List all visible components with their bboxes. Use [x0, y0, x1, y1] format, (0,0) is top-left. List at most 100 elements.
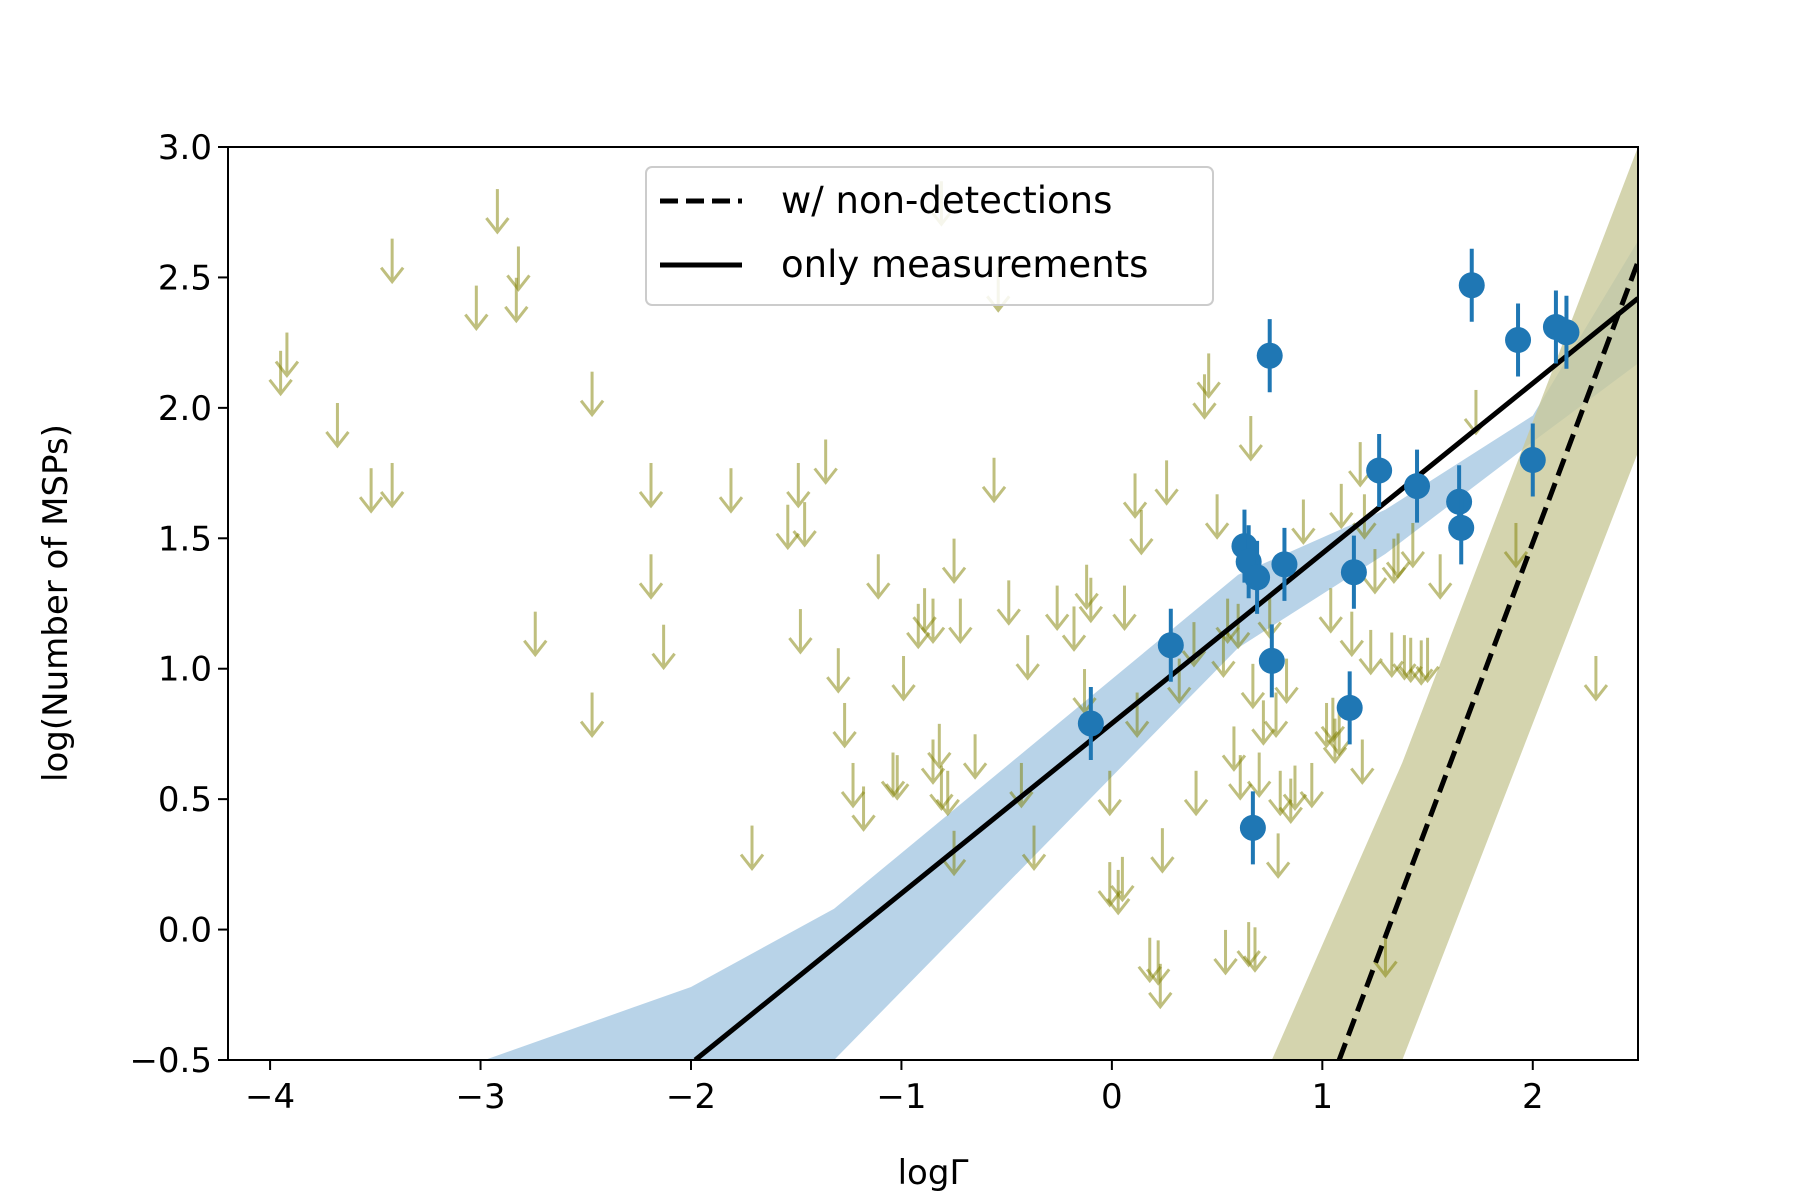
upper-limit-arrow [1078, 577, 1104, 624]
upper-limit-arrow [1213, 929, 1238, 976]
upper-limit-arrow [1021, 825, 1047, 872]
measurement-point [1458, 248, 1485, 322]
upper-limit-arrow [739, 825, 765, 872]
upper-limit-arrow [920, 598, 946, 645]
upper-limit-arrow [274, 332, 300, 378]
upper-limit-arrow [840, 762, 866, 809]
upper-limit-arrow [935, 770, 960, 817]
upper-limit-arrow [1274, 658, 1299, 705]
x-tick-label: −3 [455, 1077, 505, 1117]
y-tick-label: −0.5 [129, 1041, 212, 1081]
upper-limit-arrow [851, 786, 876, 832]
upper-limit-arrow [379, 462, 405, 509]
fit-line-non-detections [1336, 260, 1638, 1060]
y-tick-label: 3.0 [158, 128, 212, 168]
upper-limit-arrow [813, 439, 838, 485]
legend: w/ non-detections only measurements [645, 166, 1214, 306]
upper-limit-arrow [866, 554, 891, 600]
upper-limit-arrow [1122, 473, 1148, 519]
upper-limit-arrow [1112, 585, 1137, 632]
x-axis-label: logΓ [898, 1153, 969, 1193]
measurement-markers [1077, 248, 1580, 865]
upper-limit-arrow [941, 538, 967, 585]
measurement-point [1553, 295, 1580, 369]
upper-limit-arrow [1398, 637, 1423, 684]
upper-limit-arrow [1282, 765, 1308, 812]
upper-limit-arrow [792, 502, 817, 548]
x-tick-label: −1 [876, 1077, 926, 1117]
upper-limit-arrow [927, 723, 952, 770]
upper-limit-arrow [1154, 460, 1179, 506]
upper-limit-arrow [981, 457, 1007, 504]
upper-limit-arrow [718, 468, 744, 514]
measurement-point [1077, 686, 1104, 761]
upper-limit-arrow [948, 598, 973, 645]
upper-limit-arrow [1074, 564, 1099, 611]
upper-limit-arrow [1148, 963, 1173, 1010]
measurement-point [1404, 449, 1431, 523]
measurement-point [1340, 535, 1367, 609]
upper-limit-arrow [1196, 353, 1221, 399]
upper-limit-arrow [268, 350, 293, 397]
y-axis-label: log(Number of MSPs) [36, 424, 76, 782]
upper-limit-arrow [1385, 533, 1411, 579]
confidence-bands [484, 147, 1638, 1060]
upper-limit-arrow [579, 371, 605, 418]
upper-limit-arrow [1242, 927, 1268, 973]
upper-limit-arrow [506, 246, 531, 292]
y-axis-ticks: −0.5 0.0 0.5 1.0 1.5 2.0 2.5 3.0 [129, 128, 228, 1081]
upper-limit-arrow [1044, 585, 1070, 632]
upper-limit-arrow [1129, 509, 1154, 556]
upper-limit-arrow [826, 648, 851, 694]
upper-limit-arrow [1015, 635, 1040, 681]
measurement-point [1244, 540, 1271, 614]
fit-lines [693, 260, 1638, 1060]
measurement-point [1239, 791, 1266, 865]
x-axis-ticks: −4 −3 −2 −1 0 1 2 [245, 1060, 1544, 1117]
upper-limit-arrow [1251, 700, 1276, 746]
upper-limit-arrow [1362, 549, 1388, 595]
measurement-point [1256, 319, 1283, 393]
upper-limit-arrow [1257, 593, 1282, 639]
upper-limit-arrow [651, 624, 676, 671]
upper-limit-arrow [1583, 656, 1609, 702]
upper-limit-arrow [1379, 632, 1404, 678]
measurement-point [1157, 608, 1184, 682]
measurement-point [1366, 433, 1393, 507]
x-tick-label: −4 [245, 1077, 295, 1117]
y-tick-label: 0.5 [158, 780, 212, 820]
upper-limit-arrow [1124, 692, 1150, 738]
upper-limit-arrow [1225, 603, 1251, 650]
x-tick-label: 0 [1101, 1077, 1123, 1117]
upper-limit-arrow [1326, 710, 1352, 757]
measurement-point [1448, 491, 1475, 565]
upper-limit-arrow [379, 238, 405, 285]
upper-limit-arrow [962, 734, 988, 780]
upper-limit-arrow [1318, 588, 1343, 634]
upper-limit-arrow [1339, 611, 1364, 658]
upper-limit-arrow [1150, 828, 1175, 874]
measurement-point [1519, 423, 1546, 497]
upper-limit-arrow [1204, 494, 1230, 540]
upper-limit-markers [268, 181, 1609, 1010]
upper-limit-arrow [832, 702, 857, 749]
measurement-point [1271, 527, 1298, 601]
upper-limit-arrow [880, 752, 906, 798]
upper-limit-arrow [775, 504, 800, 551]
upper-limit-arrow [1358, 629, 1383, 676]
upper-limit-arrow [638, 462, 664, 509]
y-tick-label: 1.5 [158, 519, 212, 559]
upper-limit-arrow [638, 554, 664, 600]
upper-limit-arrow [1265, 833, 1291, 879]
upper-limit-arrow [358, 468, 384, 514]
legend-label-non-detections: w/ non-detections [781, 179, 1112, 222]
upper-limit-arrow [1228, 755, 1253, 801]
y-tick-label: 2.5 [158, 258, 212, 298]
y-tick-label: 2.0 [158, 389, 212, 429]
upper-limit-arrow [1291, 499, 1316, 545]
upper-limit-arrow [1278, 778, 1303, 825]
x-tick-label: 1 [1312, 1077, 1334, 1117]
upper-limit-arrow [1061, 606, 1087, 652]
upper-limit-arrow [1106, 869, 1131, 916]
measurement-point [1505, 303, 1532, 377]
